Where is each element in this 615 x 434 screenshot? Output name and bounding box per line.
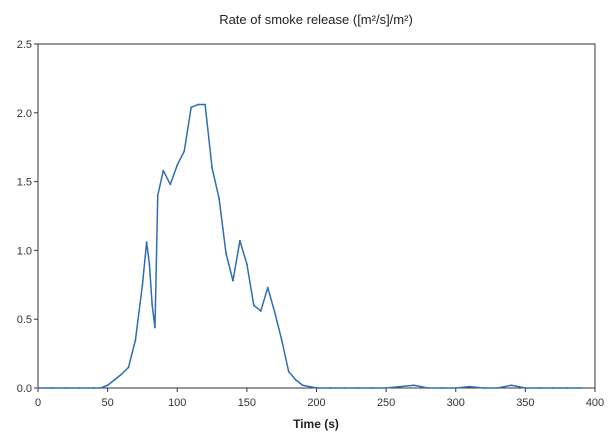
data-point xyxy=(385,387,388,389)
y-tick-label: 1.5 xyxy=(17,177,32,189)
data-point xyxy=(218,197,220,200)
data-point xyxy=(78,387,81,389)
data-point xyxy=(259,310,262,312)
data-point xyxy=(273,311,276,314)
data-point xyxy=(538,387,541,389)
data-point xyxy=(371,387,374,389)
x-tick-label: 100 xyxy=(168,397,186,409)
x-tick-label: 250 xyxy=(377,397,395,409)
data-point xyxy=(566,387,569,389)
data-point xyxy=(99,387,102,389)
data-point xyxy=(468,385,471,388)
data-point xyxy=(413,384,415,387)
data-point xyxy=(127,366,130,369)
data-point xyxy=(440,387,443,389)
data-point xyxy=(287,370,290,373)
data-point xyxy=(427,387,429,389)
data-point xyxy=(204,103,207,106)
data-point xyxy=(482,387,485,389)
chart-title: Rate of smoke release ([m²/s]/m²) xyxy=(219,12,413,27)
data-point xyxy=(151,304,154,307)
data-point xyxy=(141,283,144,286)
data-point xyxy=(51,387,53,389)
data-point xyxy=(190,106,193,109)
data-point xyxy=(343,387,346,389)
series-line xyxy=(37,103,582,389)
series-layer xyxy=(37,103,582,389)
data-point xyxy=(454,387,457,389)
data-point xyxy=(183,150,186,153)
data-point xyxy=(510,384,513,387)
x-tick-label: 200 xyxy=(307,397,325,409)
data-point xyxy=(232,279,234,282)
data-point xyxy=(106,384,109,387)
y-axis: 0.0 0.5 1.0 1.5 2.0 2.5 xyxy=(17,39,38,395)
data-point xyxy=(154,326,156,329)
data-point xyxy=(496,387,499,389)
data-point xyxy=(266,286,269,289)
data-point xyxy=(280,338,283,341)
data-point xyxy=(113,378,116,381)
x-tick-label: 0 xyxy=(35,397,41,409)
x-tick-label: 150 xyxy=(238,397,256,409)
data-point xyxy=(225,252,227,255)
x-tick-label: 300 xyxy=(447,397,465,409)
y-tick-label: 0.5 xyxy=(17,314,32,326)
data-point xyxy=(145,241,148,244)
data-point xyxy=(239,239,241,242)
y-tick-label: 2.5 xyxy=(17,39,32,51)
data-point xyxy=(156,194,159,197)
data-point xyxy=(64,387,67,389)
x-axis: 0 50 100 150 200 250 300 350 400 xyxy=(35,388,604,409)
data-point xyxy=(294,378,297,381)
data-point xyxy=(552,387,555,389)
y-tick-label: 1.0 xyxy=(17,245,32,257)
data-point xyxy=(245,263,248,266)
plot-area-frame xyxy=(37,43,596,389)
data-point xyxy=(37,387,39,389)
data-point xyxy=(169,183,172,186)
data-point xyxy=(162,169,165,172)
data-point xyxy=(524,387,527,389)
y-tick-label: 2.0 xyxy=(17,108,32,120)
data-point xyxy=(315,387,318,389)
data-point xyxy=(197,103,200,106)
y-tick-label: 0.0 xyxy=(17,383,32,395)
data-point xyxy=(252,304,255,307)
data-point xyxy=(92,387,95,389)
x-axis-label: Time (s) xyxy=(293,417,339,431)
data-point xyxy=(399,385,401,388)
data-point xyxy=(357,387,360,389)
data-point xyxy=(580,387,582,389)
data-point xyxy=(329,387,332,389)
data-point xyxy=(211,166,213,169)
x-tick-label: 50 xyxy=(102,397,114,409)
x-tick-label: 400 xyxy=(586,397,604,409)
data-point xyxy=(301,384,304,387)
data-point xyxy=(134,338,137,341)
x-tick-label: 350 xyxy=(516,397,534,409)
data-point xyxy=(148,263,151,266)
data-point xyxy=(120,373,123,376)
data-point xyxy=(176,164,179,166)
